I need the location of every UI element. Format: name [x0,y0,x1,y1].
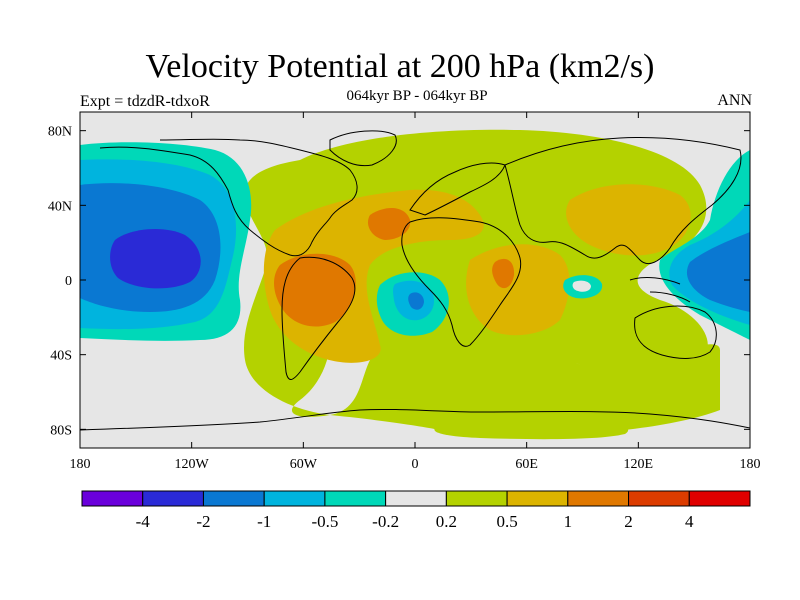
colorbar-label: 1 [564,512,573,531]
colorbar-label: -0.2 [372,512,399,531]
colorbar-label: -1 [257,512,271,531]
colorbar-label: 0.2 [436,512,457,531]
colorbar-box [386,491,447,506]
colorbar-box [629,491,690,506]
colorbar-label: -2 [196,512,210,531]
colorbar-box [264,491,325,506]
colorbar-box [325,491,386,506]
colorbar-box [446,491,507,506]
colorbar-labels: -4 -2 -1 -0.5 -0.2 0.2 0.5 1 2 4 [136,512,694,531]
colorbar-label: -4 [136,512,151,531]
colorbar-label: 0.5 [496,512,517,531]
colorbar-box [689,491,750,506]
colorbar-box [203,491,264,506]
colorbar-boxes [82,491,750,506]
colorbar-label: 2 [624,512,633,531]
colorbar-box [82,491,143,506]
colorbar-label: -0.5 [311,512,338,531]
colorbar-box [568,491,629,506]
colorbar-label: 4 [685,512,694,531]
colorbar-box [143,491,204,506]
colorbar-box [507,491,568,506]
